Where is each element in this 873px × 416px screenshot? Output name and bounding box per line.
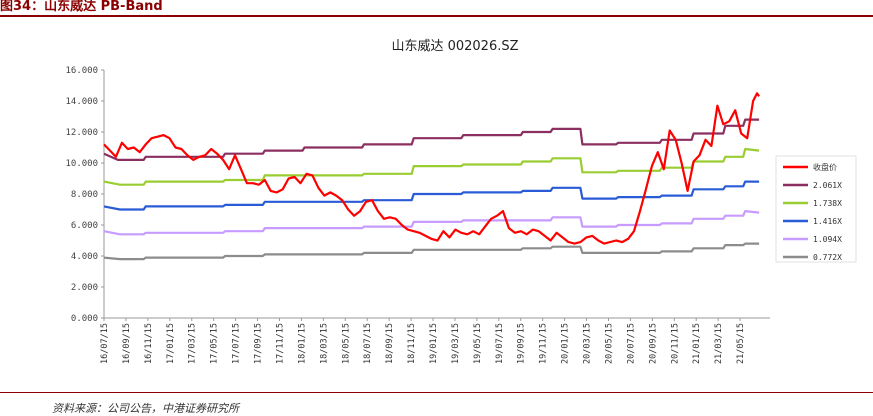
x-tick-label: 19/03/15 <box>451 323 461 364</box>
x-tick-label: 20/09/15 <box>648 323 658 364</box>
x-tick-label: 19/11/15 <box>539 323 549 364</box>
source-note: 资料来源：公司公告，中港证券研究所 <box>52 402 239 415</box>
x-tick-label: 18/01/15 <box>297 323 307 364</box>
x-tick-label: 18/05/15 <box>341 323 351 364</box>
x-tick-label: 21/05/15 <box>736 323 746 364</box>
series-line-pb2 <box>103 147 760 186</box>
series-layer <box>103 92 761 261</box>
chart-title: 山东威达 002026.SZ <box>391 39 518 54</box>
x-tick-label: 17/03/15 <box>188 323 198 364</box>
x-tick-label: 17/05/15 <box>210 323 220 364</box>
x-tick-label: 16/09/15 <box>122 323 132 364</box>
x-tick-label: 16/07/15 <box>100 323 110 364</box>
y-tick-label: 4.000 <box>71 252 98 262</box>
x-tick-label: 18/07/15 <box>363 323 373 364</box>
series-line-pb1 <box>103 118 760 161</box>
y-tick-label: 2.000 <box>71 283 98 293</box>
y-tick-label: 8.000 <box>71 190 98 200</box>
legend-label-close: 收盘价 <box>813 162 837 172</box>
caption-rule <box>0 15 873 17</box>
series-line-pb3 <box>103 180 760 211</box>
axes: 0.000 2.000 4.000 6.000 8.000 10.000 12.000 14.… <box>65 66 770 364</box>
x-tick-label: 18/11/15 <box>407 323 417 364</box>
x-tick-label: 17/09/15 <box>254 323 264 364</box>
series-line-pb5 <box>103 242 760 261</box>
x-tick-label: 16/11/15 <box>144 323 154 364</box>
source-rule <box>0 392 873 393</box>
legend-label-pb2: 1.738X <box>813 199 842 208</box>
x-tick-label: 20/11/15 <box>670 323 680 364</box>
series-line-pb4 <box>103 210 760 236</box>
x-tick-label: 18/09/15 <box>385 323 395 364</box>
figure-caption: 图34：山东威达 PB-Band <box>0 0 163 14</box>
x-tick-label: 17/01/15 <box>166 323 176 364</box>
x-tick-label: 20/05/15 <box>604 323 614 364</box>
series-line-close <box>103 92 761 245</box>
legend-box <box>775 155 857 263</box>
legend-label-pb1: 2.061X <box>813 181 842 190</box>
legend: 收盘价 2.061X 1.738X 1.416X 1.094X 0.772X <box>775 155 857 263</box>
y-tick-label: 12.000 <box>65 128 98 138</box>
x-tick-label: 20/03/15 <box>583 323 593 364</box>
y-tick-label: 14.000 <box>65 97 98 107</box>
y-tick-label: 16.000 <box>65 66 98 76</box>
x-tick-label: 19/01/15 <box>429 323 439 364</box>
x-tick-label: 21/01/15 <box>692 323 702 364</box>
x-tick-label: 17/11/15 <box>275 323 285 364</box>
x-tick-label: 18/03/15 <box>319 323 329 364</box>
x-tick-label: 20/01/15 <box>561 323 571 364</box>
y-tick-label: 6.000 <box>71 221 98 231</box>
legend-label-pb5: 0.772X <box>813 253 842 262</box>
x-tick-label: 19/07/15 <box>495 323 505 364</box>
x-tick-label: 19/05/15 <box>473 323 483 364</box>
x-tick-label: 19/09/15 <box>517 323 527 364</box>
x-tick-label: 17/07/15 <box>232 323 242 364</box>
legend-label-pb3: 1.416X <box>813 217 842 226</box>
legend-label-pb4: 1.094X <box>813 235 842 244</box>
x-tick-label: 21/03/15 <box>714 323 724 364</box>
y-tick-label: 10.000 <box>65 159 98 169</box>
x-tick-label: 20/07/15 <box>626 323 636 364</box>
y-tick-label: 0.000 <box>71 314 98 324</box>
